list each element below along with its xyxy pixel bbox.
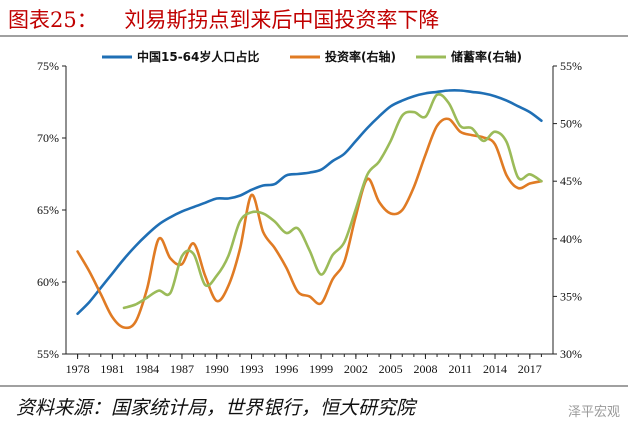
left-tick-label: 60% <box>37 275 59 289</box>
series-line-2 <box>76 117 543 330</box>
left-tick-label: 65% <box>37 203 59 217</box>
x-tick-label: 2005 <box>379 362 403 376</box>
legend-label-1: 中国15-64岁人口占比 <box>137 49 259 64</box>
x-tick-label: 1993 <box>240 362 264 376</box>
right-tick-label: 40% <box>560 232 582 246</box>
right-tick-label: 55% <box>560 59 582 73</box>
right-tick-label: 30% <box>560 347 582 361</box>
x-tick-label: 1981 <box>100 362 124 376</box>
legend-label-3: 储蓄率(右轴) <box>451 49 522 64</box>
left-tick-label: 70% <box>37 131 59 145</box>
left-tick-label: 55% <box>37 347 59 361</box>
right-tick-label: 50% <box>560 117 582 131</box>
x-tick-label: 1984 <box>135 362 159 376</box>
x-tick-label: 2011 <box>448 362 472 376</box>
x-tick-label: 1999 <box>309 362 333 376</box>
series-line-1 <box>76 88 543 315</box>
x-tick-label: 2008 <box>413 362 437 376</box>
line-chart: 55% 60% 65% 70% 75% 30% 35% 40% 45% 50% 55% 1978 198… <box>37 49 582 376</box>
x-tick-label: 1990 <box>205 362 229 376</box>
x-tick-label: 2014 <box>483 362 507 376</box>
x-tick-label: 1987 <box>170 362 194 376</box>
x-tick-label: 2002 <box>344 362 368 376</box>
left-tick-label: 75% <box>37 59 59 73</box>
figure-title: 图表25： 刘易斯拐点到来后中国投资率下降 <box>8 8 440 32</box>
chart-axes: 55% 60% 65% 70% 75% 30% 35% 40% 45% 50% 55% 1978 198… <box>37 59 582 376</box>
source-note: 资料来源：国家统计局，世界银行，恒大研究院 <box>16 397 416 419</box>
chart-series <box>76 88 543 330</box>
chart-legend: 中国15-64岁人口占比 投资率(右轴) 储蓄率(右轴) <box>102 49 522 64</box>
watermark: 泽平宏观 <box>567 405 620 420</box>
legend-label-2: 投资率(右轴) <box>325 49 396 64</box>
x-tick-label: 1978 <box>66 362 90 376</box>
right-tick-label: 45% <box>560 174 582 188</box>
x-tick-label: 1996 <box>274 362 298 376</box>
title-bar: 图表25： 刘易斯拐点到来后中国投资率下降 <box>0 0 628 37</box>
source-bar: 资料来源：国家统计局，世界银行，恒大研究院 泽平宏观 <box>0 385 628 429</box>
right-tick-label: 35% <box>560 289 582 303</box>
series-line-3 <box>122 92 543 310</box>
x-tick-label: 2017 <box>518 362 542 376</box>
